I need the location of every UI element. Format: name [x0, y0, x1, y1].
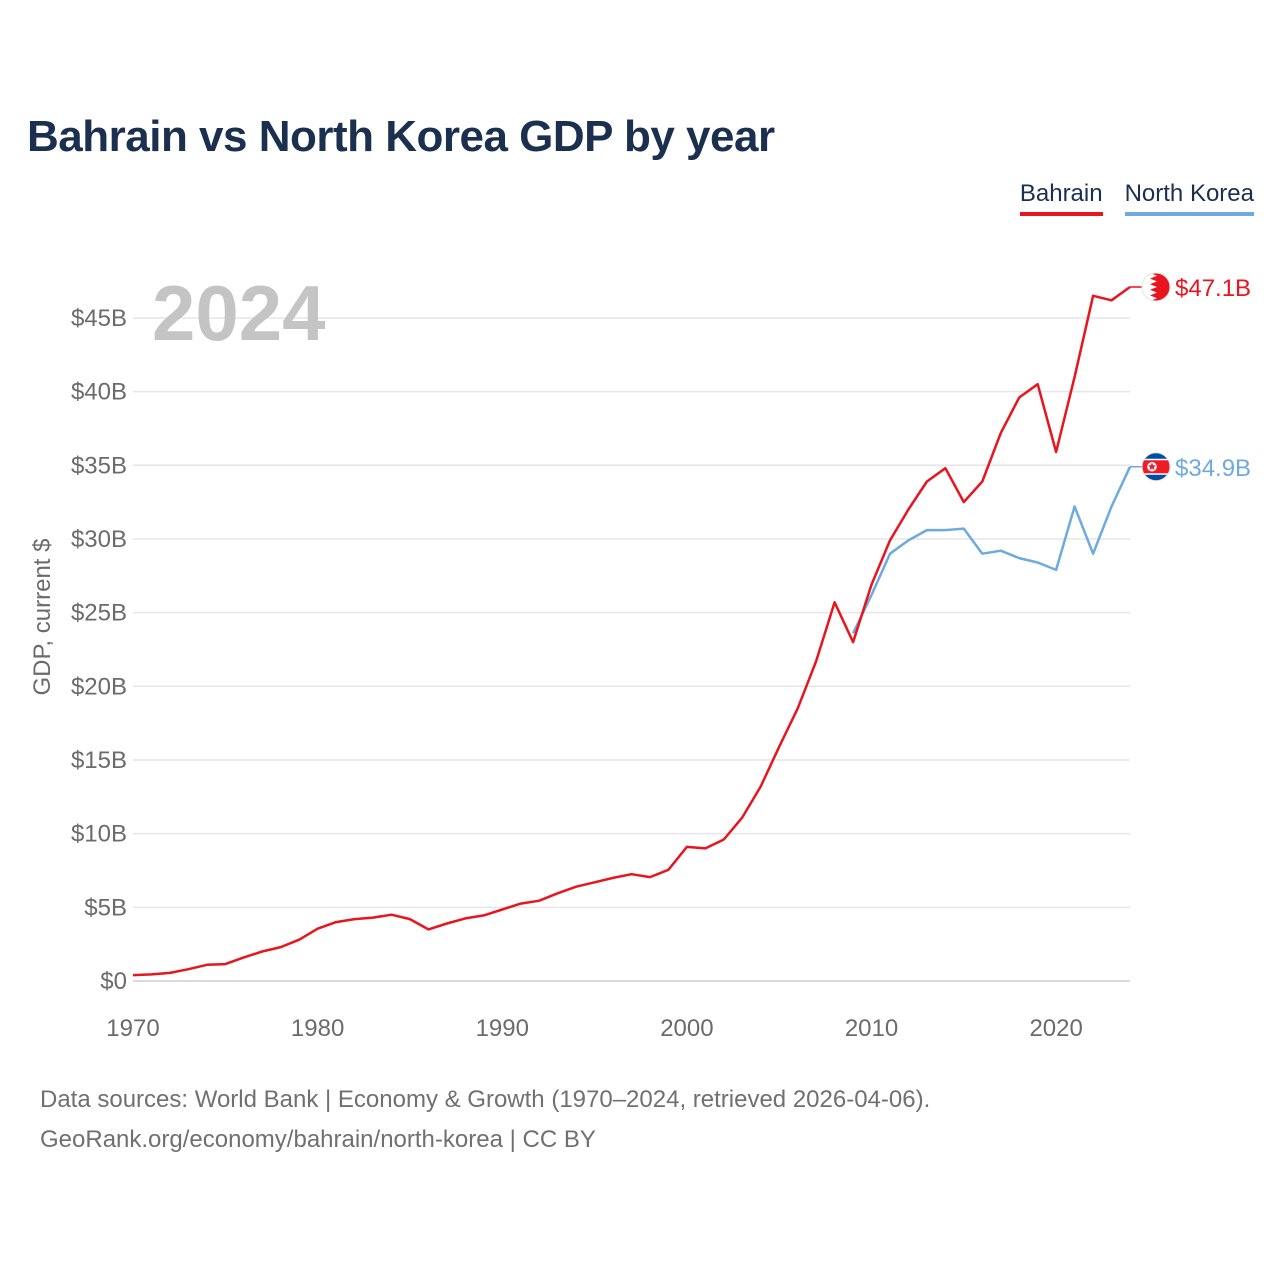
x-tick-label: 2000 — [660, 1015, 713, 1042]
y-tick-label: $30B — [71, 526, 127, 553]
grid-lines — [133, 317, 1130, 982]
x-tick-label: 2020 — [1029, 1015, 1082, 1042]
y-axis-title: GDP, current $ — [29, 539, 56, 696]
y-tick-label: $35B — [71, 452, 127, 479]
end-value-label-bahrain: $47.1B — [1175, 275, 1251, 302]
gdp-line-chart: 2024 $0 $5B $10B $15B $20B $25B $30B $35B $40B $4… — [29, 269, 1251, 1042]
y-tick-label: $25B — [71, 600, 127, 627]
y-tick-label: $15B — [71, 747, 127, 774]
x-tick-label: 1980 — [291, 1015, 344, 1042]
x-axis-ticks: 1970 1980 1990 2000 2010 2020 — [106, 1015, 1083, 1042]
series-line-bahrain — [132, 285, 1131, 977]
flag-icon-north-korea — [1141, 452, 1171, 482]
y-tick-label: $40B — [71, 379, 127, 406]
footer-credit: GeoRank.org/economy/bahrain/north-korea … — [40, 1126, 596, 1153]
footer: Data sources: World Bank | Economy & Gro… — [40, 1080, 930, 1160]
x-tick-label: 1970 — [106, 1015, 159, 1042]
end-value-label-north-korea: $34.9B — [1175, 455, 1251, 482]
y-tick-label: $5B — [84, 894, 127, 921]
legend: Bahrain North Korea — [1019, 180, 1254, 216]
legend-item-north-korea[interactable]: North Korea — [1124, 180, 1254, 216]
series-lines — [132, 285, 1132, 977]
year-watermark: 2024 — [152, 269, 326, 357]
footer-sources: Data sources: World Bank | Economy & Gro… — [40, 1086, 931, 1113]
chart-title: Bahrain vs North Korea GDP by year — [27, 112, 775, 161]
series-line-north-korea — [851, 466, 1132, 634]
series-end-markers: $47.1B $34.9B — [1130, 272, 1251, 482]
x-tick-label: 1990 — [476, 1015, 529, 1042]
y-tick-label: $0 — [100, 968, 127, 995]
y-axis-ticks: $0 $5B $10B $15B $20B $25B $30B $35B $40B $45B — [71, 305, 127, 995]
y-tick-label: $20B — [71, 673, 127, 700]
y-tick-label: $45B — [71, 305, 127, 332]
y-tick-label: $10B — [71, 821, 127, 848]
flag-icon-bahrain — [1141, 272, 1171, 302]
x-tick-label: 2010 — [845, 1015, 898, 1042]
legend-item-bahrain[interactable]: Bahrain — [1019, 180, 1103, 216]
